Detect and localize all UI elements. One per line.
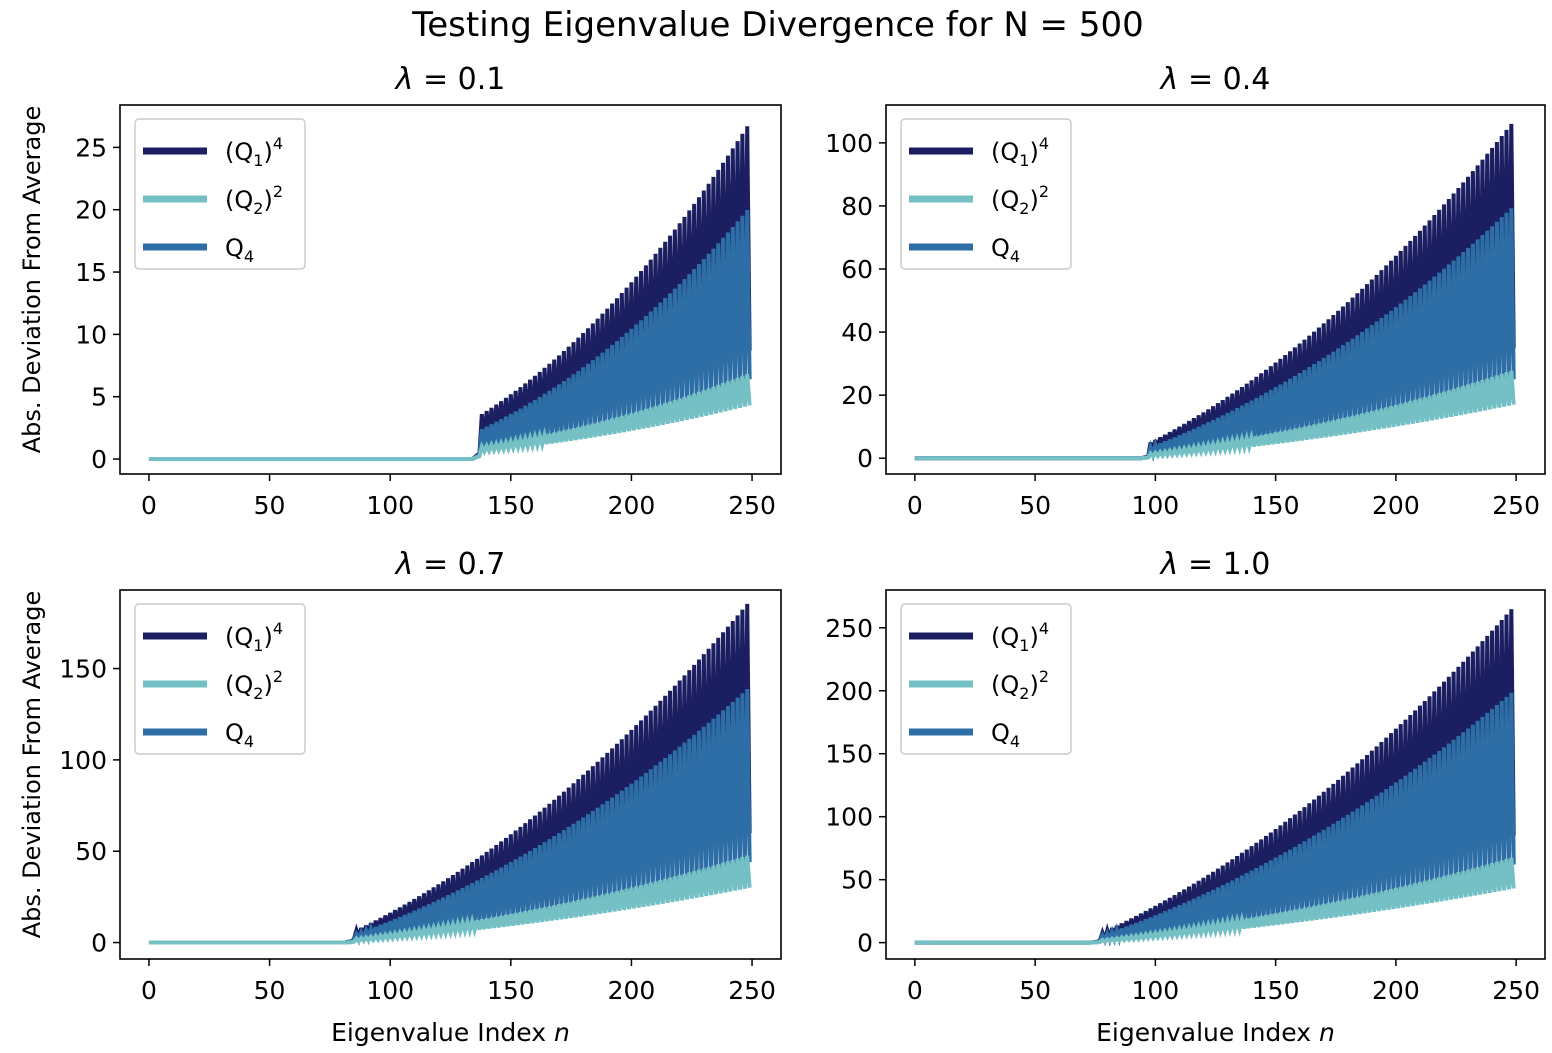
x-tick-label: 150 — [487, 491, 535, 520]
y-axis-label: Abs. Deviation From Average — [18, 591, 46, 938]
series-line-q2-2 — [914, 857, 1516, 945]
x-tick-label: 150 — [487, 976, 535, 1005]
subplot-title: λ = 0.7 — [394, 547, 506, 582]
x-tick-label: 150 — [1252, 491, 1300, 520]
x-tick-label: 200 — [1372, 976, 1420, 1005]
legend-label-q2-2: (Q2)2 — [991, 667, 1049, 703]
x-axis-label: Eigenvalue Index n — [1096, 1018, 1335, 1047]
series-line-q2-2 — [914, 370, 1516, 461]
axes-frame — [885, 104, 1546, 475]
y-tick-label: 250 — [825, 614, 873, 643]
legend-label-q1-4: (Q1)4 — [991, 134, 1049, 170]
legend-box — [900, 603, 1072, 755]
y-tick-label: 0 — [857, 929, 873, 958]
y-tick-label: 5 — [91, 383, 107, 412]
x-tick-label: 250 — [728, 976, 776, 1005]
x-tick-label: 100 — [366, 976, 414, 1005]
x-tick-label: 250 — [1492, 976, 1540, 1005]
x-tick-label: 100 — [1132, 491, 1180, 520]
legend-label-q1-4: (Q1)4 — [225, 134, 283, 170]
x-tick-label: 200 — [608, 976, 656, 1005]
legend-label-q2-2: (Q2)2 — [991, 182, 1049, 218]
y-tick-label: 80 — [841, 192, 873, 221]
subplot-1: 0 50 100 150 200 250 0 5 10 15 20 25 λ = 0.1 Abs. Dev… — [18, 62, 782, 520]
axes-frame — [119, 589, 782, 960]
x-tick-label: 50 — [254, 976, 286, 1005]
axes-frame — [119, 104, 782, 475]
series-line-q2-2 — [148, 855, 752, 945]
subplot-title: λ = 0.4 — [1159, 62, 1271, 97]
y-tick-label: 150 — [59, 655, 107, 684]
plot-area — [914, 123, 1516, 463]
subplot-3: 0 50 100 150 200 250 0 50 100 150 λ = 0.7 Abs. Devi… — [18, 547, 782, 1047]
x-tick-label: 200 — [1372, 491, 1420, 520]
y-tick-label: 40 — [841, 318, 873, 347]
x-tick-label: 150 — [1252, 976, 1300, 1005]
x-tick-label: 0 — [907, 976, 923, 1005]
legend-box — [900, 118, 1072, 270]
x-tick-label: 250 — [728, 491, 776, 520]
y-tick-label: 200 — [825, 677, 873, 706]
legend: (Q1)4 (Q2)2 Q4 — [900, 603, 1072, 755]
legend-label-q4: Q4 — [225, 234, 254, 266]
subplot-4: 0 50 100 150 200 250 0 50 100 150 200 250 λ = 1.0 Eig… — [825, 547, 1546, 1047]
legend-label-q2-2: (Q2)2 — [225, 182, 283, 218]
x-tick-label: 100 — [1132, 976, 1180, 1005]
legend-label-q4: Q4 — [225, 719, 254, 751]
legend: (Q1)4 (Q2)2 Q4 — [900, 118, 1072, 270]
y-tick-label: 20 — [841, 381, 873, 410]
y-tick-label: 0 — [91, 445, 107, 474]
legend-label-q1-4: (Q1)4 — [991, 619, 1049, 655]
x-tick-label: 100 — [366, 491, 414, 520]
x-tick-label: 0 — [907, 491, 923, 520]
y-axis-label: Abs. Deviation From Average — [18, 106, 46, 453]
legend: (Q1)4 (Q2)2 Q4 — [134, 118, 306, 270]
legend-box — [134, 603, 306, 755]
y-tick-label: 10 — [75, 320, 107, 349]
x-tick-label: 0 — [141, 491, 157, 520]
y-tick-label: 25 — [75, 133, 107, 162]
series-line-q2-2 — [148, 373, 752, 462]
x-tick-label: 0 — [141, 976, 157, 1005]
subplot-title: λ = 1.0 — [1159, 547, 1271, 582]
x-tick-label: 50 — [1019, 491, 1051, 520]
legend-label-q4: Q4 — [991, 234, 1020, 266]
legend-label-q4: Q4 — [991, 719, 1020, 751]
x-tick-label: 50 — [1019, 976, 1051, 1005]
x-tick-label: 200 — [608, 491, 656, 520]
legend-box — [134, 118, 306, 270]
y-tick-label: 0 — [91, 929, 107, 958]
x-tick-label: 250 — [1492, 491, 1540, 520]
legend-label-q1-4: (Q1)4 — [225, 619, 283, 655]
legend-label-q2-2: (Q2)2 — [225, 667, 283, 703]
legend: (Q1)4 (Q2)2 Q4 — [134, 603, 306, 755]
y-tick-label: 15 — [75, 258, 107, 287]
plot-area — [914, 609, 1516, 947]
x-axis-label: Eigenvalue Index n — [331, 1018, 570, 1047]
plot-area — [148, 126, 752, 462]
x-tick-label: 50 — [254, 491, 286, 520]
y-tick-label: 100 — [59, 746, 107, 775]
plot-area — [148, 603, 752, 946]
y-tick-label: 100 — [825, 129, 873, 158]
y-tick-label: 100 — [825, 803, 873, 832]
y-tick-label: 60 — [841, 255, 873, 284]
figure-suptitle: Testing Eigenvalue Divergence for N = 50… — [411, 5, 1144, 45]
axes-frame — [885, 589, 1546, 960]
y-tick-label: 0 — [857, 444, 873, 473]
y-tick-label: 150 — [825, 740, 873, 769]
subplot-title: λ = 0.1 — [394, 62, 506, 97]
y-tick-label: 50 — [841, 866, 873, 895]
y-tick-label: 20 — [75, 196, 107, 225]
y-tick-label: 50 — [75, 837, 107, 866]
